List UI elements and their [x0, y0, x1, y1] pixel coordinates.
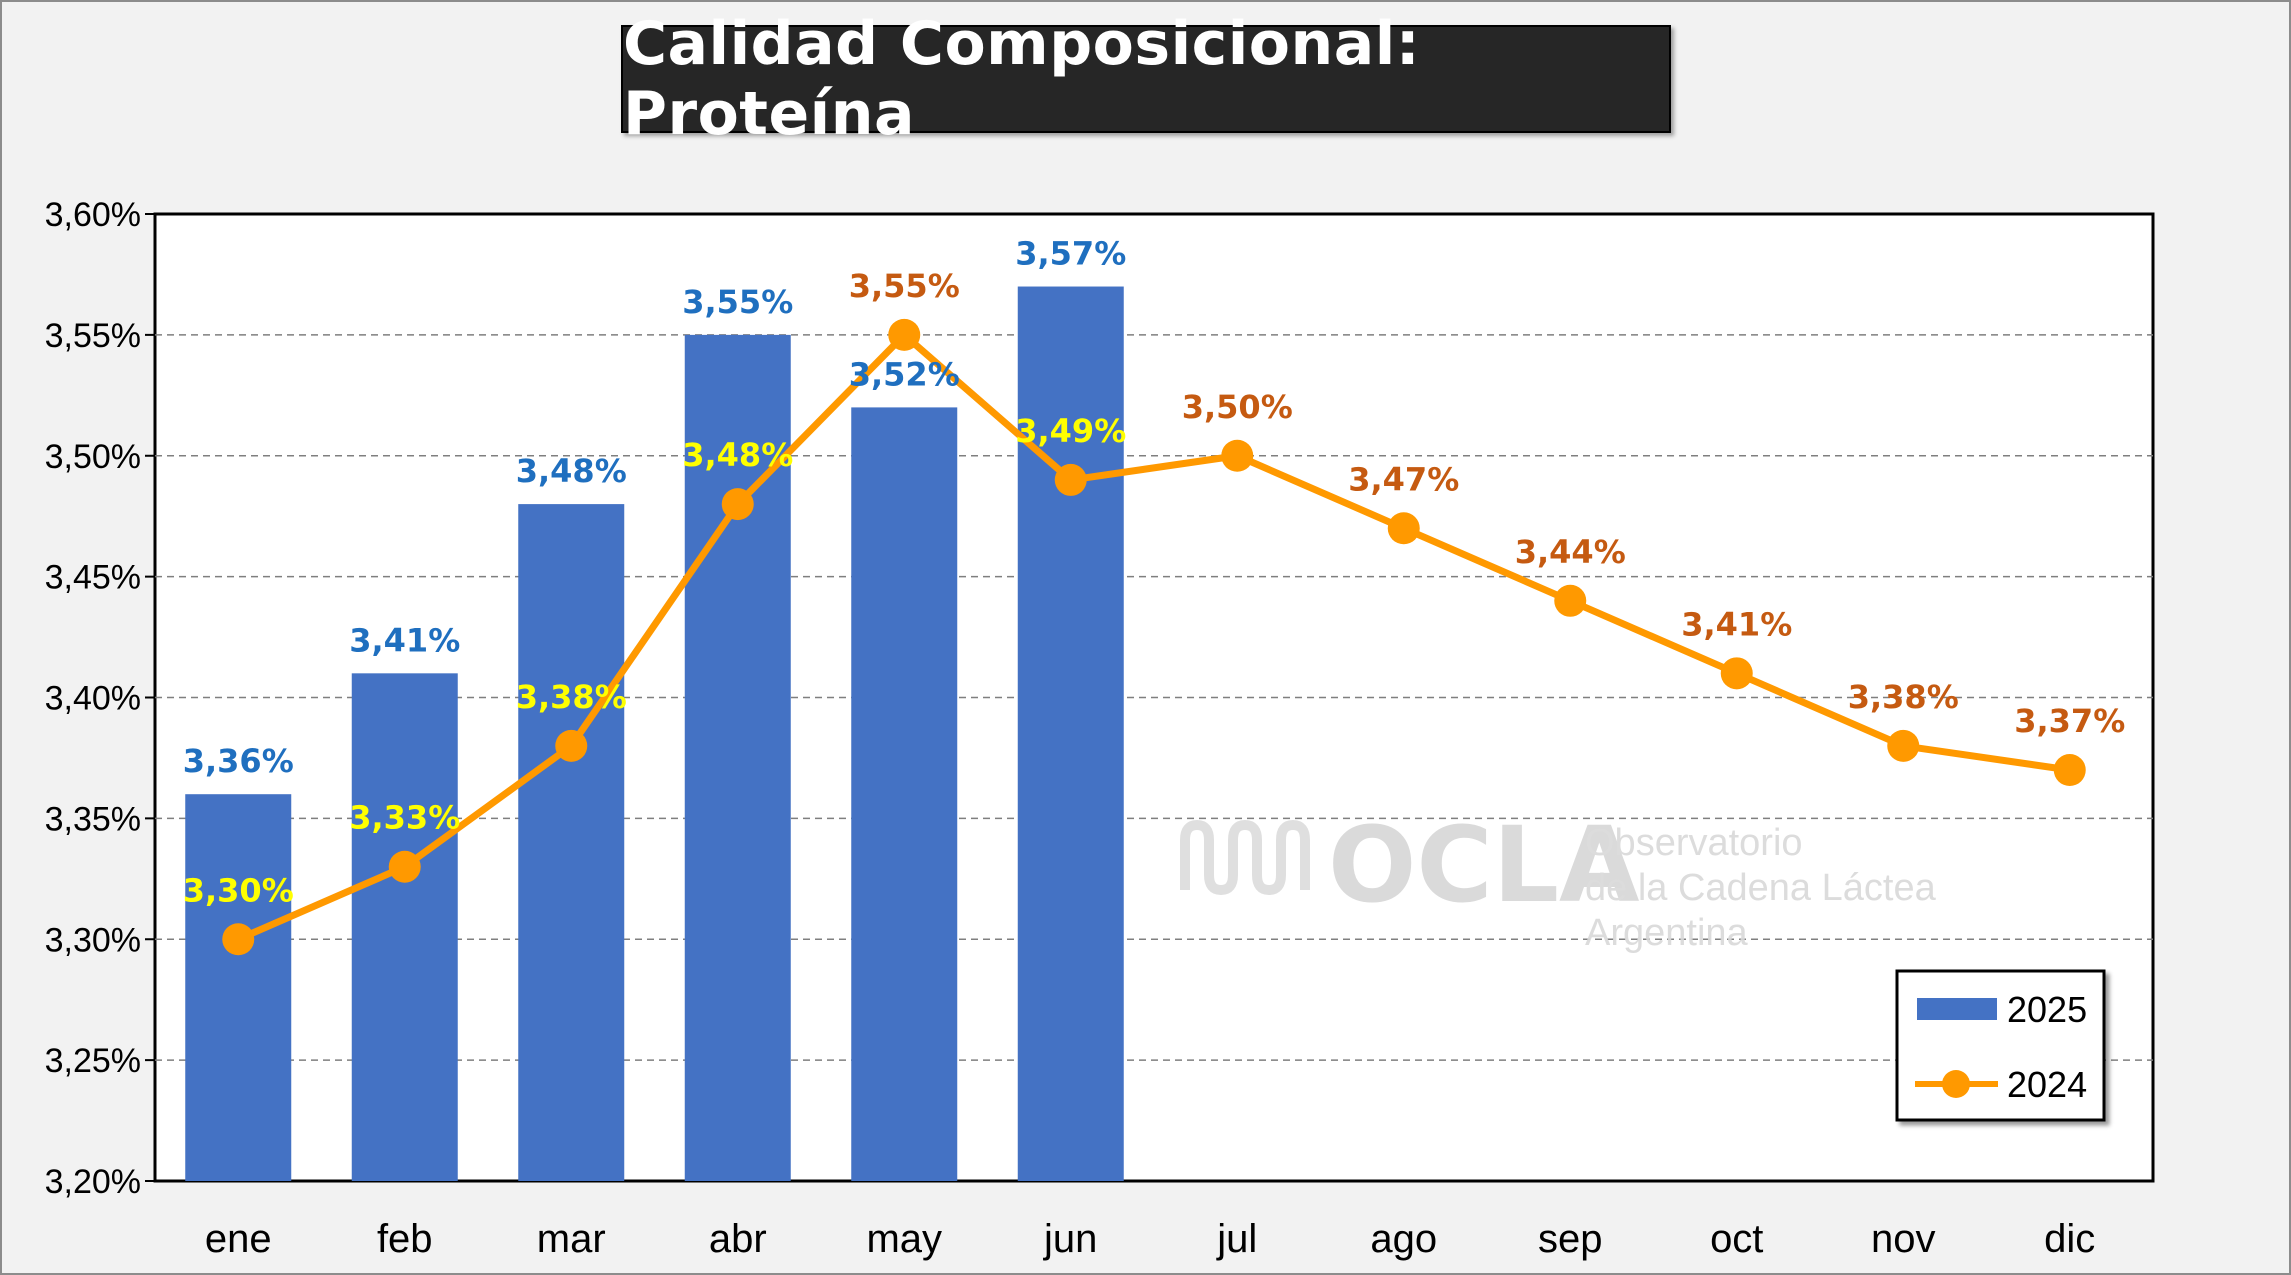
x-tick-label: sep	[1538, 1217, 1603, 1261]
watermark-line3: Argentina	[1585, 912, 1749, 954]
line-value-label: 3,49%	[1015, 412, 1126, 450]
line-value-label: 3,44%	[1515, 533, 1626, 571]
bar-value-label: 3,57%	[1015, 235, 1126, 273]
line-series	[222, 318, 2086, 956]
bar-series	[185, 286, 1124, 1182]
marker-2024	[888, 318, 921, 351]
line-value-label: 3,38%	[516, 678, 627, 716]
marker-2024	[1221, 439, 1254, 472]
legend: 2025 2024	[1895, 969, 2106, 1122]
legend-label-bar: 2025	[2007, 989, 2087, 1030]
watermark-line2: de la Cadena Láctea	[1585, 867, 1937, 909]
x-axis-ticks: ene feb mar abr may jun jul ago sep oct nov dic	[205, 1217, 2095, 1261]
watermark-line1: Observatorio	[1585, 822, 1803, 864]
bar-value-label: 3,36%	[183, 742, 294, 780]
line-2024	[236, 331, 2071, 943]
bar-value-label: 3,48%	[516, 452, 627, 490]
bar-2025	[185, 794, 292, 1181]
y-tick-label: 3,40%	[45, 680, 141, 718]
line-value-label: 3,38%	[1848, 678, 1959, 716]
data-labels: 3,36% 3,41% 3,48% 3,55% 3,52% 3,57% 3,30% 3,33%…	[183, 235, 2126, 910]
chart-title: Calidad Composicional: Proteína	[623, 9, 1421, 149]
x-tick-label: ene	[205, 1217, 272, 1261]
bar-value-label: 3,55%	[682, 283, 793, 321]
y-tick-label: 3,20%	[45, 1163, 141, 1201]
marker-2024	[388, 850, 421, 883]
gridlines	[155, 334, 2153, 1061]
bar-2025	[518, 504, 625, 1182]
x-tick-label: jul	[1216, 1217, 1257, 1261]
marker-2024	[721, 488, 754, 521]
line-value-label: 3,37%	[2014, 702, 2125, 740]
y-tick-label: 3,30%	[45, 921, 141, 959]
chart-title-box: Calidad Composicional: Proteína	[621, 9, 1671, 149]
y-tick-label: 3,25%	[45, 1042, 141, 1080]
line-value-label: 3,47%	[1348, 460, 1459, 498]
marker-2024	[1887, 729, 1920, 762]
legend-label-line: 2024	[2007, 1064, 2087, 1105]
line-value-label: 3,48%	[682, 436, 793, 474]
x-tick-label: ago	[1370, 1217, 1437, 1261]
bar-2025	[351, 673, 458, 1181]
ocla-watermark: OCLA Observatorio de la Cadena Láctea Ar…	[1180, 804, 1937, 954]
line-value-label: 3,33%	[349, 799, 460, 837]
y-tick-label: 3,35%	[45, 800, 141, 838]
legend-box	[1895, 969, 2106, 1122]
bar-2025	[1017, 286, 1124, 1181]
bar-value-label: 3,52%	[849, 355, 960, 393]
x-tick-label: abr	[709, 1217, 767, 1261]
line-value-label: 3,41%	[1681, 605, 1792, 643]
ocla-logo-icon	[1180, 819, 1310, 896]
marker-2024	[1554, 584, 1587, 617]
line-value-label: 3,30%	[183, 871, 294, 909]
x-tick-label: feb	[377, 1217, 433, 1261]
y-tick-label: 3,45%	[45, 559, 141, 597]
line-value-label: 3,55%	[849, 267, 960, 305]
marker-2024	[1387, 512, 1420, 545]
marker-2024	[2053, 754, 2086, 787]
x-tick-label: dic	[2044, 1217, 2095, 1261]
bar-2025	[851, 407, 958, 1181]
line-value-label: 3,50%	[1182, 388, 1293, 426]
y-tick-label: 3,55%	[45, 317, 141, 355]
legend-swatch-marker	[1942, 1070, 1970, 1098]
watermark-brand: OCLA	[1328, 804, 1640, 926]
legend-swatch-bar	[1917, 998, 1997, 1020]
marker-2024	[222, 923, 255, 956]
x-tick-label: may	[866, 1217, 942, 1261]
x-tick-label: jun	[1043, 1217, 1097, 1261]
y-tick-label: 3,60%	[45, 196, 141, 234]
y-tick-label: 3,50%	[45, 438, 141, 476]
bar-value-label: 3,41%	[349, 621, 460, 659]
bar-2025	[684, 334, 791, 1181]
marker-2024	[1054, 463, 1087, 496]
y-axis-ticks: 3,20% 3,25% 3,30% 3,35% 3,40% 3,45% 3,50% 3,55%…	[45, 196, 155, 1201]
marker-2024	[1720, 657, 1753, 690]
x-tick-label: mar	[537, 1217, 606, 1261]
x-tick-label: nov	[1871, 1217, 1936, 1261]
x-tick-label: oct	[1710, 1217, 1763, 1261]
marker-2024	[555, 729, 588, 762]
